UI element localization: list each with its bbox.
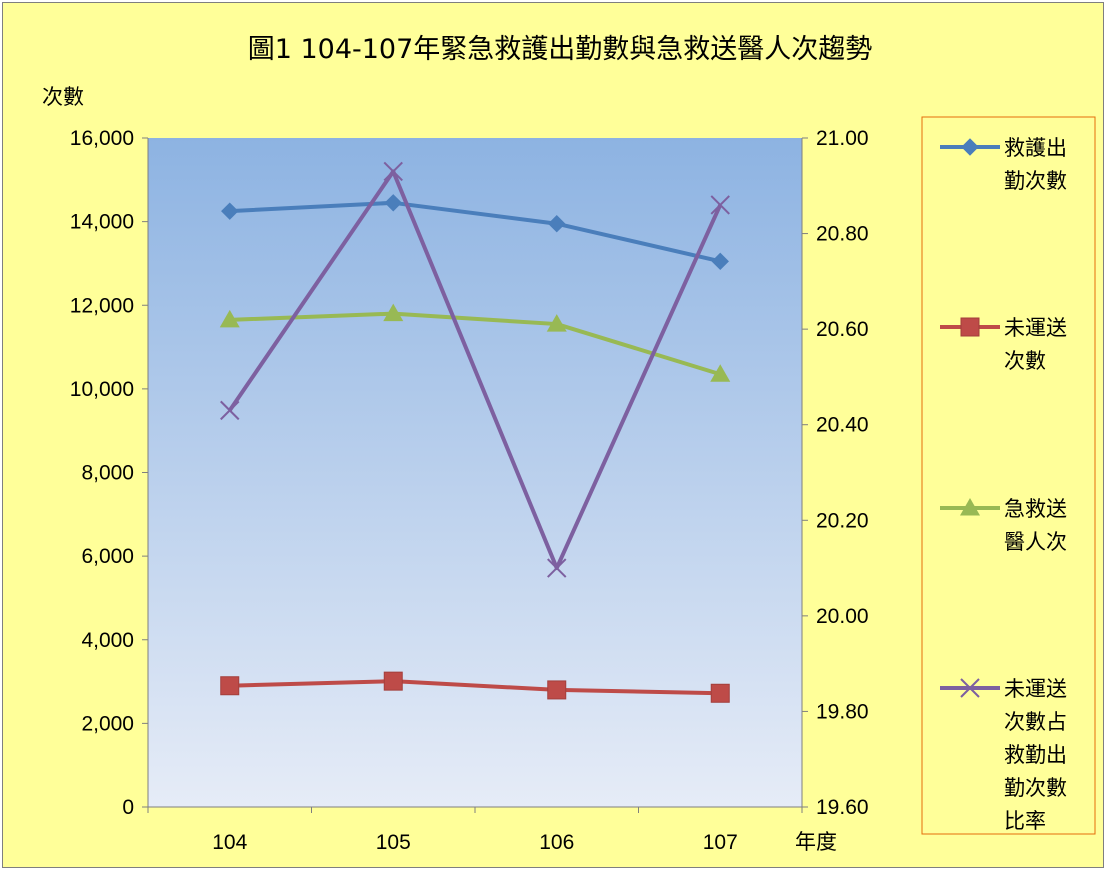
- data-point: [383, 161, 403, 182]
- data-point: [383, 303, 404, 322]
- series-1: [221, 194, 729, 271]
- y-left-tick-label: 0: [122, 796, 134, 819]
- y-left-tick-label: 10,000: [70, 378, 134, 401]
- y-right-tick-label: 19.60: [816, 796, 869, 819]
- y-right-tick-label: 19.80: [816, 700, 869, 723]
- data-point: [710, 683, 730, 703]
- y-left-tick-label: 6,000: [81, 545, 134, 568]
- legend-swatch-marker: [960, 317, 980, 337]
- legend-label: 未運送: [1004, 316, 1067, 340]
- y-left-tick-label: 12,000: [70, 294, 134, 317]
- y-left-tick-label: 2,000: [81, 712, 134, 735]
- legend-swatch-marker: [960, 498, 980, 516]
- y-left-tick-label: 4,000: [81, 629, 134, 652]
- data-point: [384, 194, 402, 212]
- data-point: [548, 215, 566, 233]
- legend-box: [921, 116, 1096, 835]
- x-tick-label: 105: [376, 831, 411, 854]
- series-line: [229, 311, 721, 377]
- data-point: [220, 676, 240, 696]
- data-point: [710, 364, 731, 382]
- x-axis-label: 年度: [795, 830, 837, 854]
- legend-label: 次數占: [1004, 710, 1067, 734]
- x-tick-label: 107: [703, 831, 738, 854]
- plot-area: [148, 138, 802, 807]
- y-right-tick-label: 20.40: [816, 414, 869, 437]
- legend-entry: 急救送醫人次: [940, 497, 1067, 554]
- legend-label: 比率: [1004, 809, 1046, 833]
- y-left-tick-label: 16,000: [70, 127, 134, 150]
- y-right-tick-label: 20.20: [816, 509, 869, 532]
- data-point: [219, 309, 240, 328]
- legend-label: 救勤出: [1004, 743, 1067, 767]
- x-tick-label: 106: [539, 831, 574, 854]
- data-point: [710, 195, 730, 215]
- data-point: [547, 558, 567, 578]
- series-line: [228, 169, 723, 571]
- chart-title: 圖1 104-107年緊急救護出勤數與急救送醫人次趨勢: [248, 34, 873, 65]
- y-left-tick-label: 14,000: [70, 211, 134, 234]
- legend-label: 未運送: [1004, 677, 1067, 701]
- y-axis-label: 次數: [42, 85, 84, 109]
- series-2: [220, 671, 730, 703]
- data-point: [383, 671, 403, 691]
- x-tick-label: 104: [212, 831, 247, 854]
- legend-swatch-marker: [960, 678, 980, 698]
- series-line: [229, 200, 721, 264]
- series-3: [219, 303, 731, 382]
- data-point: [220, 400, 240, 421]
- y-left-tick-label: 8,000: [81, 462, 134, 485]
- legend-label: 勤次數: [1004, 776, 1067, 800]
- data-point: [221, 202, 239, 220]
- legend-swatch-marker: [961, 138, 979, 156]
- data-point: [546, 314, 567, 332]
- y-right-tick-label: 20.60: [816, 318, 869, 341]
- series-line: [229, 679, 721, 696]
- data-point: [547, 680, 567, 700]
- legend-label: 次數: [1004, 349, 1046, 373]
- y-right-tick-label: 20.00: [816, 605, 869, 628]
- legend-label: 救護出: [1004, 136, 1067, 160]
- series-4: [220, 161, 730, 578]
- legend-label: 醫人次: [1004, 530, 1067, 554]
- legend-label: 急救送: [1004, 497, 1067, 521]
- data-point: [711, 252, 729, 271]
- legend-label: 勤次數: [1004, 169, 1067, 193]
- y-right-tick-label: 21.00: [816, 127, 869, 150]
- y-right-tick-label: 20.80: [816, 223, 869, 246]
